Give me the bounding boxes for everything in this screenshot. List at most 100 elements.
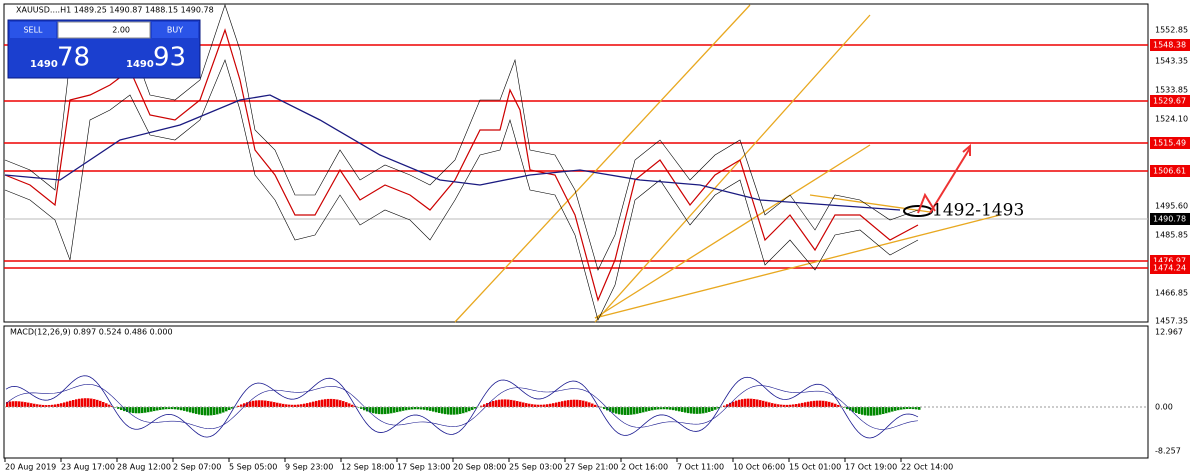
macd-bar [525, 403, 528, 407]
macd-bar [414, 407, 417, 410]
macd-bar [225, 407, 228, 412]
price-tick: 1524.10 [1155, 115, 1188, 124]
macd-bar [792, 404, 795, 407]
macd-bar [702, 407, 705, 414]
bollinger-upper [4, 4, 919, 271]
lot-input[interactable] [57, 21, 151, 39]
macd-bar [624, 407, 627, 415]
macd-bar [516, 401, 519, 407]
macd-bar [108, 404, 111, 407]
macd-bar [693, 407, 696, 414]
level-label-box [1150, 39, 1190, 51]
price-tick: 1485.85 [1155, 231, 1188, 240]
macd-bar [147, 407, 150, 413]
macd-bar [66, 401, 69, 407]
macd-bar [813, 400, 816, 407]
macd-bar [534, 404, 537, 407]
macd-bar [654, 407, 657, 410]
macd-bar [915, 407, 918, 410]
bollinger-lower [4, 59, 919, 321]
macd-bar [897, 407, 900, 411]
macd-bar [672, 407, 675, 411]
macd-bar [744, 398, 747, 407]
macd-bar [480, 405, 483, 407]
macd-bar [129, 407, 132, 413]
macd-bar [117, 407, 120, 409]
symbol-info: XAUUSD....H1 1489.25 1490.87 1488.15 149… [16, 6, 214, 15]
macd-bar [636, 407, 639, 414]
sell-button[interactable] [10, 22, 56, 38]
macd-tick: 12.967 [1155, 328, 1183, 337]
macd-bar [825, 401, 828, 407]
macd-bar [474, 407, 477, 409]
macd-bar [576, 399, 579, 407]
sell-price-prefix: 1490 [30, 59, 58, 70]
macd-bar [162, 407, 165, 410]
macd-bar [699, 407, 702, 414]
macd-bar [540, 404, 543, 407]
macd-bar [402, 407, 405, 411]
macd-bar [918, 407, 921, 410]
macd-bar [393, 407, 396, 413]
macd-bar [747, 398, 750, 407]
macd-bar [780, 404, 783, 407]
macd-bar [507, 399, 510, 407]
macd-bar [171, 407, 174, 410]
macd-bar [186, 407, 189, 412]
macd-bar [69, 400, 72, 407]
buy-price-prefix: 1490 [126, 59, 154, 70]
macd-bar [543, 404, 546, 407]
macd-bar [183, 407, 186, 411]
macd-bar [294, 404, 297, 407]
macd-bar [258, 400, 261, 407]
macd-bar [567, 400, 570, 407]
macd-bar [267, 400, 270, 407]
macd-bar [684, 407, 687, 413]
price-tick: 1533.85 [1155, 86, 1188, 95]
macd-bar [828, 401, 831, 407]
macd-bar [648, 407, 651, 411]
macd-bar [630, 407, 633, 415]
annotation: 1492-1493 [932, 201, 1024, 221]
trend-line [594, 144, 871, 319]
level-label-box [1150, 262, 1190, 274]
macd-bar [36, 404, 39, 407]
macd-bar [708, 407, 711, 412]
macd-bar [45, 405, 48, 407]
macd-bar [378, 407, 381, 415]
macd-bar [696, 407, 699, 414]
macd-bar [816, 400, 819, 407]
macd-bar [447, 407, 450, 415]
level-label: 1515.49 [1153, 139, 1186, 148]
macd-bar [75, 399, 78, 407]
macd-bar [546, 404, 549, 407]
macd-bar [222, 407, 225, 413]
trend-line [809, 194, 931, 213]
macd-bar [384, 407, 387, 415]
time-label: 17 Sep 13:00 [397, 463, 450, 472]
macd-bar [144, 407, 147, 413]
macd-bar [513, 400, 516, 407]
macd-bar [660, 407, 663, 410]
macd-bar [357, 407, 360, 408]
macd-bar [216, 407, 219, 415]
macd-bar [330, 398, 333, 407]
macd-bar [870, 407, 873, 416]
macd-bar [12, 401, 15, 407]
macd-bar [297, 404, 300, 407]
macd-bar [522, 402, 525, 407]
macd-bar [621, 407, 624, 415]
macd-bar [198, 407, 201, 415]
macd-bar [120, 407, 123, 411]
macd-bar [168, 407, 171, 410]
macd-bar [687, 407, 690, 414]
macd-bar [489, 401, 492, 407]
macd-bar [72, 400, 75, 407]
buy-button[interactable] [152, 22, 198, 38]
macd-bar [882, 407, 885, 414]
time-label: 27 Sep 21:00 [565, 463, 618, 472]
macd-bar [852, 407, 855, 412]
time-label: 7 Oct 11:00 [677, 463, 724, 472]
macd-bar [102, 402, 105, 407]
macd-bar [135, 407, 138, 414]
